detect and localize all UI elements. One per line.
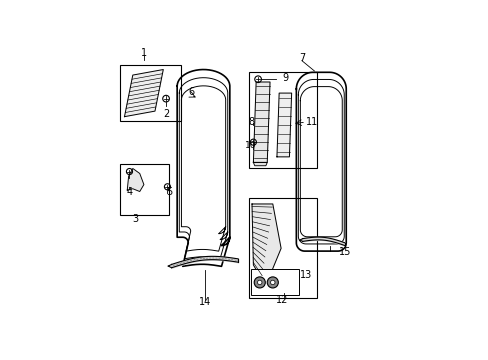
Text: 6: 6 <box>187 87 194 97</box>
Circle shape <box>257 280 262 285</box>
FancyBboxPatch shape <box>249 198 317 298</box>
Text: 7: 7 <box>298 53 305 63</box>
Polygon shape <box>253 162 267 166</box>
FancyBboxPatch shape <box>120 66 181 121</box>
Text: 2: 2 <box>163 109 169 119</box>
Text: 1: 1 <box>141 48 147 58</box>
Text: 10: 10 <box>244 141 256 150</box>
Circle shape <box>254 277 265 288</box>
Text: 3: 3 <box>132 214 139 224</box>
Text: 5: 5 <box>165 186 172 197</box>
Polygon shape <box>276 93 291 157</box>
Text: 13: 13 <box>299 270 311 280</box>
Text: 14: 14 <box>198 297 210 307</box>
Text: 11: 11 <box>305 117 317 127</box>
Circle shape <box>270 280 274 285</box>
Text: 12: 12 <box>276 294 288 305</box>
Polygon shape <box>253 82 269 162</box>
Text: 8: 8 <box>247 117 254 127</box>
Polygon shape <box>251 204 281 279</box>
Polygon shape <box>124 69 163 117</box>
FancyBboxPatch shape <box>120 164 168 215</box>
Polygon shape <box>127 168 143 192</box>
FancyBboxPatch shape <box>249 72 317 168</box>
Text: 9: 9 <box>282 73 288 83</box>
FancyBboxPatch shape <box>250 269 299 296</box>
Text: 15: 15 <box>338 247 350 257</box>
Circle shape <box>267 277 278 288</box>
Text: 4: 4 <box>127 186 133 197</box>
